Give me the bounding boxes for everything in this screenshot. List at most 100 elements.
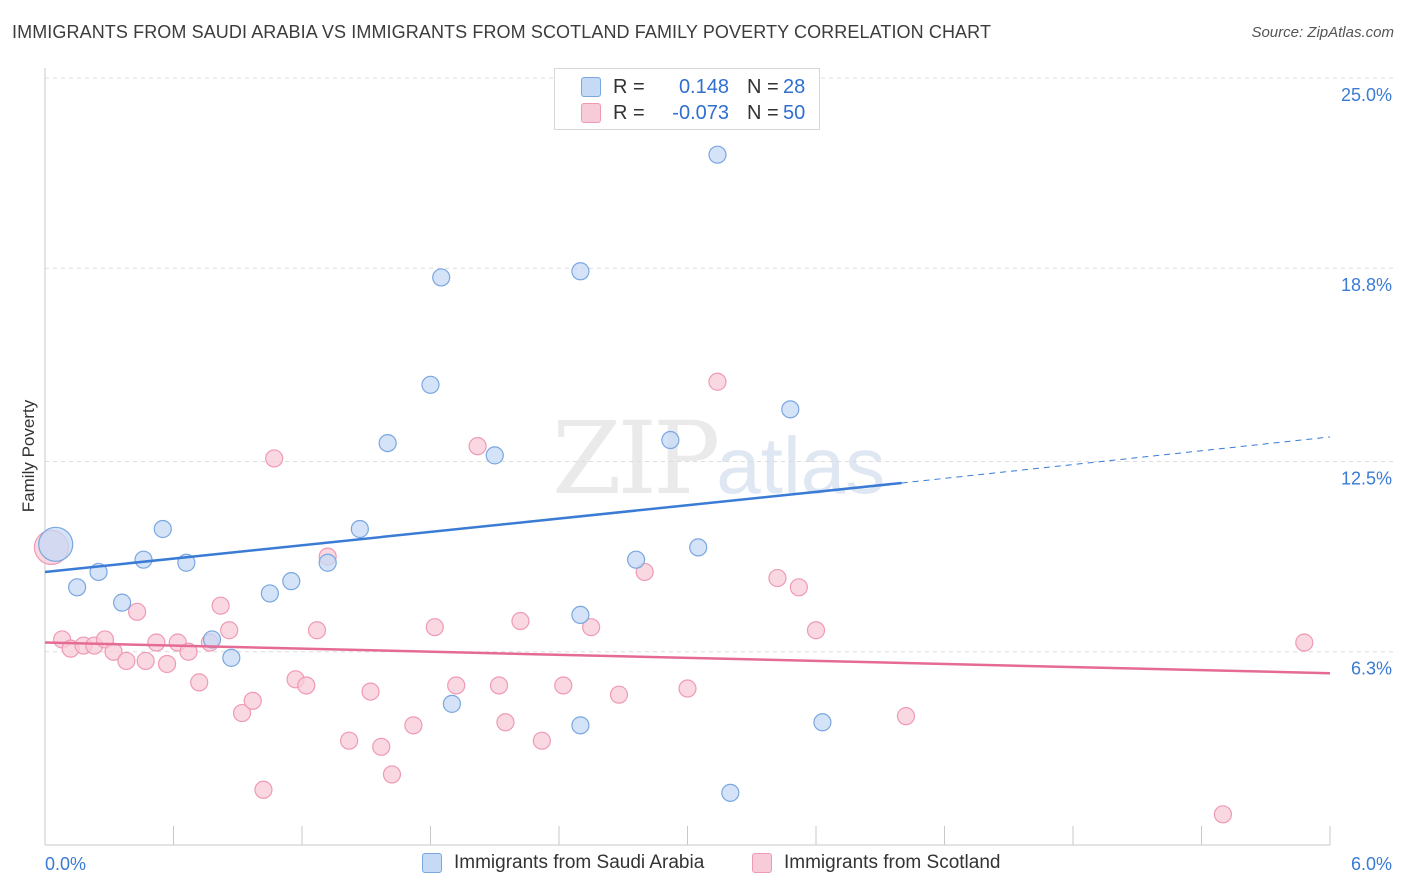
point-saudi xyxy=(661,430,680,450)
watermark-atlas: atlas xyxy=(716,421,886,510)
watermark-zip: ZIP xyxy=(552,400,720,517)
legend-n-value: 28 xyxy=(783,75,806,98)
point-saudi xyxy=(432,268,451,287)
point-scotland xyxy=(190,673,209,692)
point-scotland xyxy=(232,703,252,723)
legend-r-label: R = xyxy=(613,75,645,98)
point-saudi xyxy=(571,716,590,735)
y-tick-label: 18.8% xyxy=(1341,275,1392,295)
point-saudi xyxy=(571,262,590,281)
point-scotland xyxy=(1295,633,1314,652)
point-saudi xyxy=(626,550,646,569)
series-legend: Immigrants from Saudi Arabia Immigrants … xyxy=(0,852,1406,878)
point-saudi xyxy=(442,694,462,713)
point-saudi xyxy=(112,593,132,612)
trendline-saudi-extension xyxy=(901,436,1331,484)
point-saudi xyxy=(571,605,590,625)
legend-row-saudi: R = 0.148 N = 28 xyxy=(581,74,805,100)
point-scotland xyxy=(179,642,198,661)
point-saudi xyxy=(350,519,369,539)
point-scotland xyxy=(404,716,423,735)
point-scotland xyxy=(157,654,177,674)
x-tick-label: 6.0% xyxy=(1351,854,1392,874)
point-scotland xyxy=(382,765,402,784)
point-scotland xyxy=(447,676,466,695)
legend-swatch-saudi xyxy=(422,853,442,873)
point-scotland xyxy=(789,578,808,597)
point-scotland xyxy=(678,679,697,698)
point-scotland xyxy=(127,602,147,621)
point-saudi xyxy=(721,783,740,802)
point-scotland xyxy=(265,449,284,468)
point-scotland xyxy=(425,618,444,637)
point-saudi xyxy=(421,375,440,394)
point-saudi xyxy=(202,630,222,649)
point-saudi xyxy=(38,526,74,562)
x-tick-label: 0.0% xyxy=(45,854,86,874)
point-scotland xyxy=(806,621,826,640)
point-saudi xyxy=(689,538,708,557)
point-scotland xyxy=(609,685,629,704)
legend-label-saudi: Immigrants from Saudi Arabia xyxy=(454,852,705,873)
point-saudi xyxy=(813,713,832,732)
point-saudi xyxy=(68,578,87,597)
point-scotland xyxy=(635,562,654,582)
point-scotland xyxy=(496,713,515,732)
point-scotland xyxy=(220,621,239,640)
point-saudi xyxy=(282,572,301,591)
trendline-saudi xyxy=(44,481,902,574)
point-scotland xyxy=(243,691,262,710)
chart-title: IMMIGRANTS FROM SAUDI ARABIA VS IMMIGRAN… xyxy=(12,22,992,42)
point-saudi xyxy=(260,584,279,603)
point-saudi xyxy=(134,550,153,569)
legend-label-scotland: Immigrants from Scotland xyxy=(784,852,1001,873)
y-tick-label: 6.3% xyxy=(1351,659,1392,679)
legend-r-value: -0.073 xyxy=(672,101,729,124)
point-scotland xyxy=(297,676,316,695)
point-saudi xyxy=(318,553,337,572)
point-saudi xyxy=(222,648,241,667)
legend-swatch-saudi xyxy=(581,77,601,97)
point-saudi xyxy=(485,446,504,465)
point-scotland xyxy=(468,437,487,456)
legend-n-label: N = xyxy=(747,75,779,98)
point-scotland xyxy=(708,372,727,391)
y-tick-label: 12.5% xyxy=(1341,469,1392,489)
legend-r-label: R = xyxy=(613,101,645,124)
point-scotland xyxy=(254,780,273,799)
legend-item-scotland: Immigrants from Scotland xyxy=(752,852,1000,874)
point-saudi xyxy=(378,433,397,453)
point-scotland xyxy=(554,676,573,695)
point-saudi xyxy=(781,400,800,419)
point-scotland xyxy=(532,731,551,750)
legend-row-scotland: R = -0.073 N = 50 xyxy=(581,100,805,126)
legend-item-saudi: Immigrants from Saudi Arabia xyxy=(422,852,704,874)
point-scotland xyxy=(340,731,359,750)
watermark: ZIPatlas xyxy=(552,400,885,517)
point-scotland xyxy=(768,568,787,588)
point-scotland xyxy=(147,633,166,652)
legend-r-value: 0.148 xyxy=(678,75,729,98)
legend-swatch-scotland xyxy=(581,103,601,123)
point-scotland xyxy=(211,596,230,615)
point-scotland xyxy=(489,676,509,695)
trendline-scotland xyxy=(44,641,1331,675)
point-scotland xyxy=(136,651,155,671)
point-scotland xyxy=(372,737,391,756)
point-scotland xyxy=(307,621,327,640)
y-tick-label: 25.0% xyxy=(1341,85,1392,105)
y-axis-label: Family Poverty xyxy=(19,399,38,512)
legend-n-value: 50 xyxy=(783,101,806,124)
point-saudi xyxy=(708,145,727,164)
point-scotland xyxy=(896,707,916,726)
legend-swatch-scotland xyxy=(752,853,772,873)
source-label: Source: ZipAtlas.com xyxy=(1251,24,1394,41)
correlation-legend: R = 0.148 N = 28 R = -0.073 N = 50 xyxy=(554,68,820,130)
point-scotland xyxy=(1213,805,1233,824)
point-scotland xyxy=(582,618,601,637)
legend-n-label: N = xyxy=(747,101,779,124)
point-scotland xyxy=(117,651,136,671)
point-saudi xyxy=(153,519,172,539)
point-scotland xyxy=(511,611,530,631)
